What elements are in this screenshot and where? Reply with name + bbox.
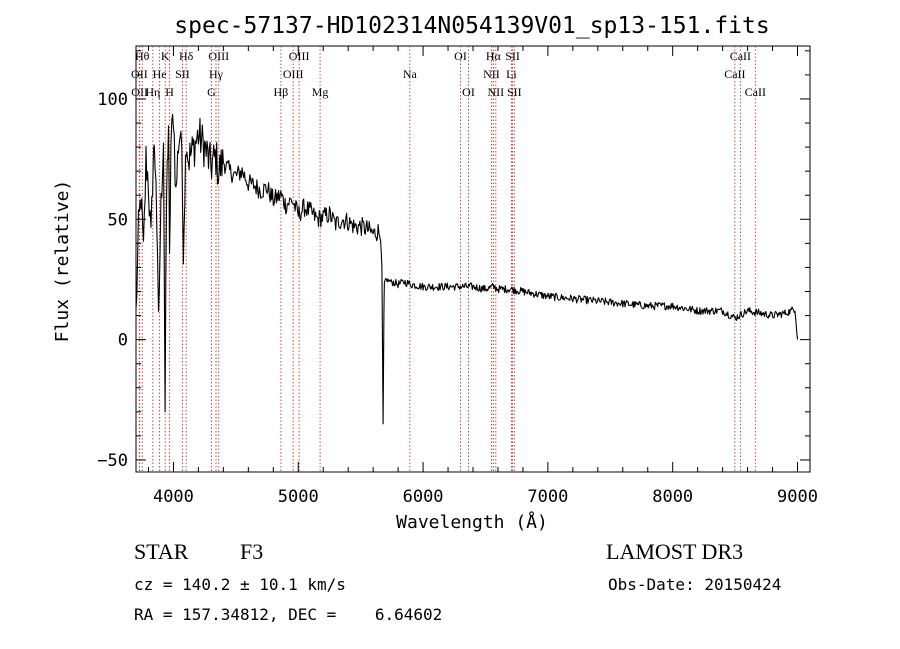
line-marker-label: OIII <box>283 67 304 81</box>
spectrum-line <box>135 113 799 425</box>
y-tick-label: 100 <box>97 90 128 110</box>
line-marker-label: Na <box>403 67 418 81</box>
object-subclass: F3 <box>240 539 263 564</box>
line-marker-label: OI <box>454 49 467 63</box>
line-marker-label: Hβ <box>274 85 289 99</box>
obs-date: Obs-Date: 20150424 <box>608 575 781 594</box>
line-marker-labels: OIIOIIHθHηHeKHSIIHδGHγOIIIHβOIIIOIIIMgNa… <box>131 49 766 99</box>
line-marker-label: He <box>153 67 167 81</box>
plot-frame <box>135 45 811 473</box>
line-marker-label: OI <box>462 85 475 99</box>
line-marker-label: G <box>207 85 216 99</box>
x-axis-ticks: 4000 5000 6000 7000 8000 9000 <box>147 46 818 507</box>
line-marker-label: SII <box>507 85 522 99</box>
x-axis-label: Wavelength (Å) <box>396 511 548 533</box>
line-marker-label: Hη <box>145 85 160 99</box>
x-tick-label: 4000 <box>153 487 194 507</box>
coordinates: RA = 157.34812, DEC = 6.64602 <box>134 605 442 624</box>
x-tick-label: 8000 <box>652 487 693 507</box>
line-marker-label: OIII <box>289 49 310 63</box>
line-marker-label: OIII <box>208 49 229 63</box>
line-marker-label: Hθ <box>135 49 150 63</box>
line-marker-label: CaII <box>724 67 745 81</box>
x-tick-label: 5000 <box>278 487 319 507</box>
line-marker-label: NII <box>488 85 505 99</box>
y-tick-label: 50 <box>108 210 128 230</box>
y-axis-ticks: −50 0 50 100 <box>97 50 810 471</box>
line-markers <box>138 46 756 472</box>
y-axis-label: Flux (relative) <box>52 180 73 343</box>
line-marker-label: OII <box>131 85 148 99</box>
y-tick-label: −50 <box>97 451 128 471</box>
line-marker-label: Hγ <box>209 67 224 81</box>
line-marker-label: Li <box>506 67 517 81</box>
line-marker-label: CaII <box>730 49 751 63</box>
redshift-cz: cz = 140.2 ± 10.1 km/s <box>134 575 346 594</box>
x-tick-label: 6000 <box>403 487 444 507</box>
object-class: STAR <box>134 539 189 564</box>
line-marker-label: Mg <box>312 85 329 99</box>
line-marker-label: Hα <box>486 49 502 63</box>
line-marker-label: Hδ <box>179 49 194 63</box>
line-marker-label: SII <box>175 67 190 81</box>
chart-title: spec-57137-HD102314N054139V01_sp13-151.f… <box>174 13 769 39</box>
survey-name: LAMOST DR3 <box>606 539 743 564</box>
y-tick-label: 0 <box>118 331 128 351</box>
line-marker-label: OII <box>131 67 148 81</box>
line-marker-label: NII <box>483 67 500 81</box>
x-tick-label: 9000 <box>777 487 818 507</box>
x-tick-label: 7000 <box>527 487 568 507</box>
line-marker-label: H <box>165 85 174 99</box>
line-marker-label: K <box>161 49 170 63</box>
line-marker-label: CaII <box>745 85 766 99</box>
line-marker-label: SII <box>505 49 520 63</box>
